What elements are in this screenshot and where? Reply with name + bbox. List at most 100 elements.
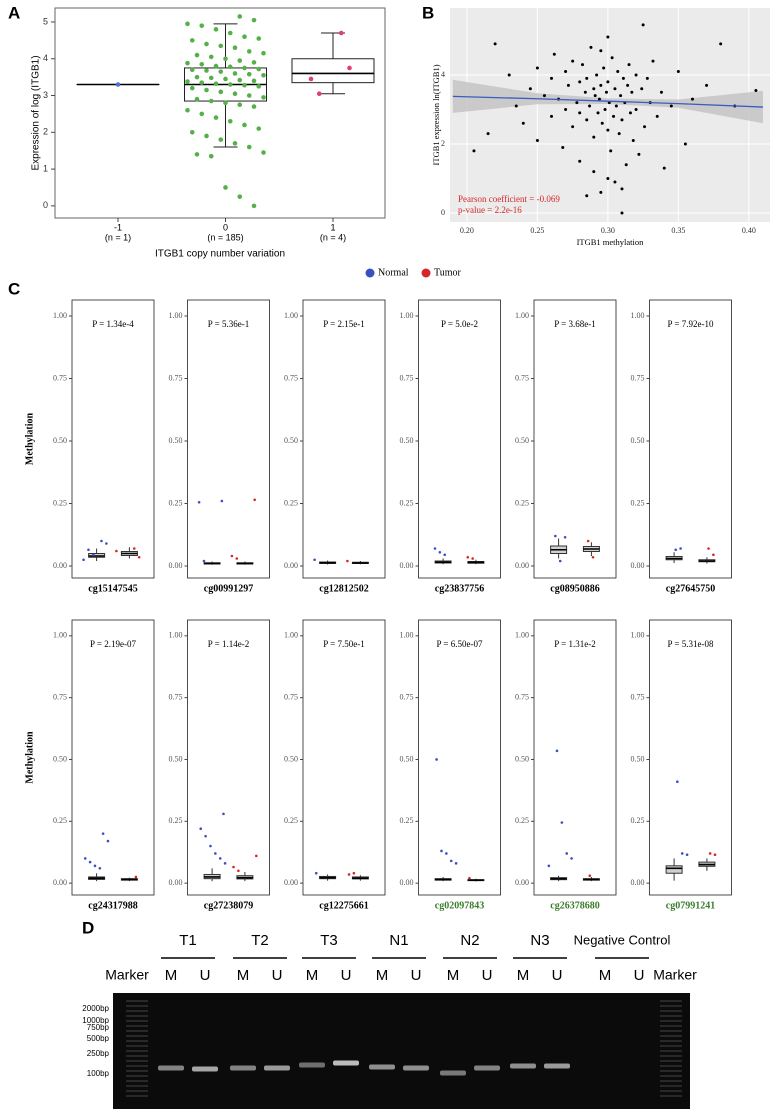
y-tick-label: 2: [441, 139, 445, 148]
y-tick-label: 0.50: [53, 436, 67, 445]
data-point: [676, 780, 679, 784]
lane-group-label: N2: [460, 932, 479, 949]
data-point: [199, 61, 205, 67]
data-point: [208, 54, 214, 60]
y-tick-label: 0.50: [400, 436, 414, 445]
scatter-point: [628, 111, 632, 115]
data-point: [223, 862, 227, 865]
data-point: [204, 834, 207, 838]
scatter-point: [606, 80, 610, 84]
facet: 0.00 0.25 0.50 0.75 1.00 P = 1.14e-2 cg2723807…: [169, 619, 270, 911]
ladder-label: 1000bp: [82, 1016, 109, 1025]
facet-name: cg23837756: [435, 583, 484, 594]
lane-label: M: [165, 967, 178, 984]
scatter-point: [507, 73, 511, 77]
scatter-point: [571, 125, 575, 129]
facet-frame: [418, 619, 501, 896]
data-point: [471, 557, 474, 560]
x-tick-label: 1: [330, 222, 335, 232]
y-tick-label: 0.75: [53, 692, 67, 701]
scatter-point: [610, 56, 614, 60]
y-tick-label: 3: [43, 90, 48, 100]
ladder-band: [660, 1025, 682, 1027]
scatter-point: [542, 94, 546, 98]
data-point: [227, 30, 233, 36]
x-tick-label: 0.35: [671, 226, 685, 235]
panel-d: T1 M U T2 M U T3 M U N1 M U N2 M U N3 M U Negative Control…: [82, 932, 697, 1109]
box: [291, 58, 375, 84]
scatter-point: [599, 49, 603, 53]
data-point: [213, 81, 219, 87]
ladder-band: [126, 1040, 148, 1042]
scatter-point: [630, 90, 634, 94]
scatter-point: [581, 63, 585, 67]
y-tick-label: 0.25: [169, 498, 183, 507]
ladder-band: [660, 1075, 682, 1077]
data-point: [100, 539, 103, 543]
dna-band: [440, 1070, 466, 1076]
box: [665, 865, 683, 874]
p-value: P = 3.68e-1: [554, 319, 596, 329]
y-tick-label: 0.50: [631, 436, 645, 445]
scatter-point: [585, 118, 589, 122]
data-point: [115, 549, 118, 553]
scatter-point: [571, 59, 575, 63]
y-tick-label: 0.75: [400, 373, 414, 382]
data-point: [554, 534, 557, 538]
y-tick-label: 0.75: [631, 373, 645, 382]
y-tick-label: 5: [43, 16, 48, 26]
scatter-point: [616, 70, 620, 74]
data-point: [680, 852, 684, 855]
ladder-band: [126, 1065, 148, 1067]
y-tick-label: 4: [441, 70, 445, 79]
ladder-band: [660, 1030, 682, 1032]
p-value: P = 1.34e-4: [92, 319, 134, 329]
data-point: [137, 555, 141, 559]
marker-label: Marker: [105, 967, 149, 983]
ladder-label: 500bp: [87, 1034, 110, 1043]
ladder-label: 250bp: [87, 1049, 110, 1058]
data-point: [246, 49, 252, 54]
data-point: [194, 96, 200, 102]
y-tick-label: 1.00: [400, 631, 414, 640]
data-point: [218, 89, 224, 95]
lane-label: U: [341, 967, 352, 984]
data-point: [256, 84, 262, 89]
ladder-band: [126, 1000, 148, 1002]
scatter-point: [578, 80, 582, 84]
data-point: [253, 498, 256, 502]
y-tick-label: 1.00: [631, 311, 645, 320]
lane-label: M: [306, 967, 319, 984]
x-tick-sublabel: (n = 1): [105, 232, 131, 242]
p-value: P = 6.50e-07: [437, 639, 483, 649]
ladder-band: [660, 1060, 682, 1062]
scatter-point: [627, 63, 631, 67]
dna-band: [403, 1065, 429, 1071]
data-point: [199, 111, 205, 117]
data-point: [227, 118, 233, 124]
data-point: [232, 71, 238, 76]
ladder-label: 750bp: [87, 1023, 110, 1032]
data-point: [189, 38, 195, 43]
scatter-point: [561, 145, 565, 149]
y-tick-label: 0.75: [515, 373, 529, 382]
data-point: [92, 553, 95, 557]
data-point: [251, 78, 257, 84]
ladder-band: [126, 1050, 148, 1052]
dna-band: [474, 1065, 500, 1071]
scatter-point: [592, 135, 596, 139]
scatter-point: [566, 83, 570, 87]
facet-name: cg26378680: [550, 900, 599, 911]
scatter-point: [600, 121, 604, 125]
ladder-band: [660, 1055, 682, 1057]
p-value: P = 5.31e-08: [668, 639, 714, 649]
y-tick-label: 0.25: [515, 816, 529, 825]
legend-label: Tumor: [434, 267, 462, 278]
data-point: [565, 852, 569, 855]
ladder-band: [126, 1045, 148, 1047]
scatter-point: [620, 187, 624, 191]
legend-swatch: [365, 268, 375, 278]
data-point: [246, 71, 252, 77]
legend-label: Normal: [378, 267, 409, 278]
lane-group-label: N3: [530, 932, 549, 949]
